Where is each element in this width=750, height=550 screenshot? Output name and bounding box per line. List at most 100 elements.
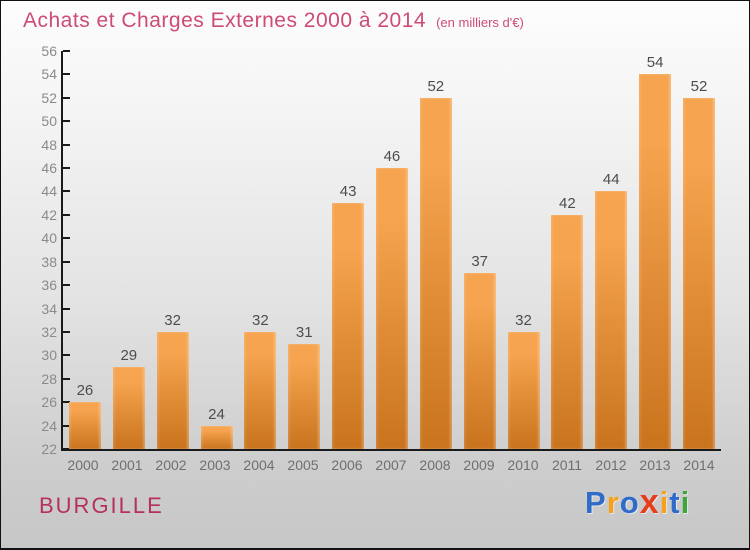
x-label-2007: 2007 bbox=[375, 457, 407, 473]
y-tick-label: 26 bbox=[41, 394, 57, 411]
y-tick bbox=[63, 213, 70, 216]
bar-slot-2013: 54 bbox=[633, 51, 677, 449]
bar-2007 bbox=[375, 168, 408, 449]
y-tick-label: 22 bbox=[41, 441, 57, 457]
bar-2010 bbox=[507, 331, 540, 449]
x-label-2002: 2002 bbox=[155, 457, 187, 473]
y-tick-label: 38 bbox=[41, 253, 57, 270]
bar-value-label: 42 bbox=[559, 194, 576, 212]
logo-letter: P bbox=[585, 485, 607, 520]
logo-letter: i bbox=[659, 485, 670, 520]
chart-subtitle: (en milliers d'€) bbox=[436, 15, 524, 30]
bar-slot-2005: 31 bbox=[282, 51, 326, 449]
logo-letter: i bbox=[680, 485, 691, 520]
y-tick bbox=[63, 96, 70, 99]
y-tick bbox=[63, 190, 70, 193]
y-tick-label: 40 bbox=[41, 230, 57, 247]
y-tick bbox=[63, 307, 70, 310]
proxiti-logo[interactable]: Proxiti bbox=[585, 483, 690, 522]
x-label-2005: 2005 bbox=[287, 457, 319, 473]
y-tick-label: 54 bbox=[41, 66, 57, 83]
chart-header: Achats et Charges Externes 2000 à 2014 (e… bbox=[23, 9, 524, 33]
y-tick-label: 28 bbox=[41, 370, 57, 387]
bar-2004 bbox=[244, 331, 277, 449]
bar-value-label: 26 bbox=[76, 382, 94, 400]
bar-value-label: 52 bbox=[690, 77, 708, 95]
y-tick bbox=[63, 448, 70, 450]
y-tick bbox=[63, 167, 70, 170]
y-tick-label: 36 bbox=[41, 277, 57, 294]
x-label-2004: 2004 bbox=[243, 457, 275, 473]
bar-value-label: 44 bbox=[602, 171, 620, 189]
bar-slot-2007: 46 bbox=[370, 51, 414, 449]
y-tick bbox=[63, 401, 70, 404]
bar-value-label: 32 bbox=[515, 311, 532, 329]
bar-2006 bbox=[332, 203, 365, 449]
bar-value-label: 24 bbox=[208, 405, 225, 423]
y-tick-label: 56 bbox=[41, 43, 57, 59]
y-tick-label: 24 bbox=[41, 417, 57, 434]
plot-area: 56 54 52 50 48 46 44 42 40 38 36 34 32 30 28 26 24 22 26 2… bbox=[41, 43, 721, 457]
y-tick-label: 32 bbox=[41, 323, 57, 340]
bar-2013 bbox=[639, 74, 672, 449]
bar-value-label: 31 bbox=[295, 323, 313, 341]
bar-slot-2002: 32 bbox=[151, 51, 195, 449]
bar-slot-2006: 43 bbox=[326, 51, 370, 449]
bar-slot-2010: 32 bbox=[502, 51, 546, 449]
x-label-2006: 2006 bbox=[331, 457, 363, 473]
y-tick bbox=[63, 120, 70, 123]
bar-2009 bbox=[463, 273, 496, 449]
bar-slot-2012: 44 bbox=[589, 51, 633, 449]
y-tick bbox=[63, 143, 70, 146]
bar-value-label: 46 bbox=[383, 148, 401, 166]
bar-2008 bbox=[419, 97, 452, 449]
x-label-2008: 2008 bbox=[419, 457, 451, 473]
logo-letter: t bbox=[669, 485, 681, 520]
bar-2001 bbox=[112, 367, 145, 449]
bar-2011 bbox=[551, 214, 584, 449]
logo-letter: o bbox=[619, 485, 640, 520]
bar-2002 bbox=[156, 331, 189, 449]
bar-value-label: 37 bbox=[471, 253, 488, 271]
y-tick-label: 34 bbox=[41, 300, 57, 317]
y-tick-label: 42 bbox=[41, 206, 57, 223]
chart-title: Achats et Charges Externes 2000 à 2014 bbox=[23, 9, 427, 32]
x-label-2012: 2012 bbox=[595, 457, 627, 473]
y-tick bbox=[63, 237, 70, 240]
y-tick bbox=[63, 424, 70, 427]
x-label-2013: 2013 bbox=[639, 457, 671, 473]
x-axis-labels: 2000 2001 2002 2003 2004 2005 2006 2007 2008 2009… bbox=[61, 457, 721, 473]
y-tick-label: 30 bbox=[41, 347, 57, 364]
bar-2003 bbox=[200, 425, 233, 449]
bar-2014 bbox=[682, 97, 715, 449]
logo-letter: r bbox=[606, 485, 620, 520]
y-tick bbox=[63, 354, 70, 357]
bar-series: 26 29 32 24 32 31 43 46 52 37 32 42 44 54 52 bbox=[63, 51, 721, 449]
bar-value-label: 32 bbox=[164, 311, 181, 329]
bar-slot-2011: 42 bbox=[545, 51, 589, 449]
x-label-2010: 2010 bbox=[507, 457, 539, 473]
y-tick-label: 50 bbox=[41, 113, 57, 130]
y-tick-label: 44 bbox=[41, 183, 57, 200]
y-tick bbox=[63, 377, 70, 380]
x-label-2000: 2000 bbox=[67, 457, 99, 473]
x-label-2011: 2011 bbox=[551, 457, 583, 473]
x-label-2014: 2014 bbox=[683, 457, 715, 473]
y-tick-label: 48 bbox=[41, 136, 57, 153]
bar-slot-2014: 52 bbox=[677, 51, 721, 449]
bar-value-label: 52 bbox=[427, 77, 445, 95]
x-label-2001: 2001 bbox=[111, 457, 143, 473]
x-label-2009: 2009 bbox=[463, 457, 495, 473]
bar-slot-2000: 26 bbox=[63, 51, 107, 449]
y-tick bbox=[63, 260, 70, 263]
logo-letter: x bbox=[639, 483, 660, 521]
bar-slot-2009: 37 bbox=[458, 51, 502, 449]
bar-2000 bbox=[68, 402, 101, 449]
y-tick bbox=[63, 73, 70, 76]
bar-2005 bbox=[288, 343, 321, 449]
bar-value-label: 43 bbox=[339, 183, 357, 201]
bar-slot-2001: 29 bbox=[107, 51, 151, 449]
y-tick-label: 46 bbox=[41, 160, 57, 177]
y-tick-label: 52 bbox=[41, 89, 57, 106]
